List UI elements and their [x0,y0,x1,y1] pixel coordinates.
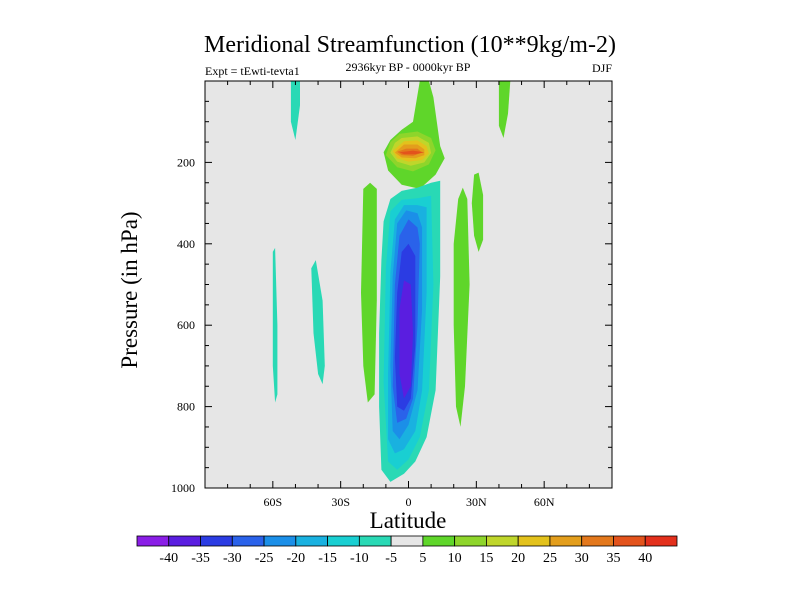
contour-fill-8 [453,187,470,427]
y-axis-title: Pressure (in hPa) [117,211,142,368]
colorbar-label: -30 [223,551,242,566]
y-tick-label: 600 [177,318,195,332]
colorbar-swatch [327,535,360,547]
colorbar: -40 -35 -30 -25 -20 -15 -10 -5 5 10 15 20 25 30 35 40 [136,535,678,566]
colorbar-swatch [358,535,392,547]
contour-fill-20 [399,280,413,399]
time-range-label: 2936kyr BP - 0000kyr BP [346,60,471,74]
colorbar-swatch [613,535,646,547]
colorbar-swatch [581,535,614,547]
colorbar-label: 30 [575,551,589,566]
x-tick-label: 0 [406,495,412,509]
colorbar-label: -25 [255,551,274,566]
colorbar-label: 35 [606,551,620,566]
x-tick-label: 30N [466,495,487,509]
x-tick-label: 30S [331,495,350,509]
contour-fill-7 [361,182,377,403]
contour-fill-10 [471,172,484,252]
colorbar-swatch [263,535,297,547]
colorbar-swatch [168,535,201,547]
colorbar-label: 15 [479,551,493,566]
colorbar-label: -10 [350,551,369,566]
y-tick-label: 200 [177,155,195,169]
colorbar-label: 20 [511,551,525,566]
colorbar-swatch [295,535,328,547]
experiment-label: Expt = tEwti-tevta1 [205,64,300,78]
contour-fills [272,81,511,482]
colorbar-label: 5 [419,551,426,566]
colorbar-label: -20 [286,551,305,566]
colorbar-swatch [422,535,456,547]
contour-fill-9 [498,81,511,138]
contour-fill-11 [290,81,300,140]
colorbar-swatch [200,535,233,547]
colorbar-swatch [390,535,424,547]
colorbar-swatch [486,535,519,547]
colorbar-label: -5 [385,551,397,566]
colorbar-label: 40 [638,551,652,566]
colorbar-label: -35 [191,551,210,566]
colorbar-label: 10 [448,551,462,566]
contour-fill-12 [272,247,278,403]
y-tick-label: 400 [177,237,195,251]
x-tick-label: 60N [534,495,555,509]
y-tick-label: 1000 [171,481,195,495]
chart-title: Meridional Streamfunction (10**9kg/m-2) [204,32,616,58]
colorbar-label: -15 [318,551,337,566]
colorbar-swatch [136,535,170,547]
colorbar-label: 25 [543,551,557,566]
colorbar-swatch [454,535,487,547]
x-axis-title: Latitude [370,508,447,533]
contour-fill-13 [311,260,325,385]
y-tick-label: 800 [177,400,195,414]
axis-ticks: 60S 30S 0 30N 60N 200 400 600 800 1000 [171,80,613,509]
x-tick-label: 60S [263,495,282,509]
colorbar-swatch [549,535,583,547]
colorbar-swatch [231,535,265,547]
colorbar-swatch [644,535,678,547]
colorbar-swatch [517,535,551,547]
season-label: DJF [592,61,612,75]
contour-fill-6 [399,150,425,155]
colorbar-label: -40 [159,551,178,566]
